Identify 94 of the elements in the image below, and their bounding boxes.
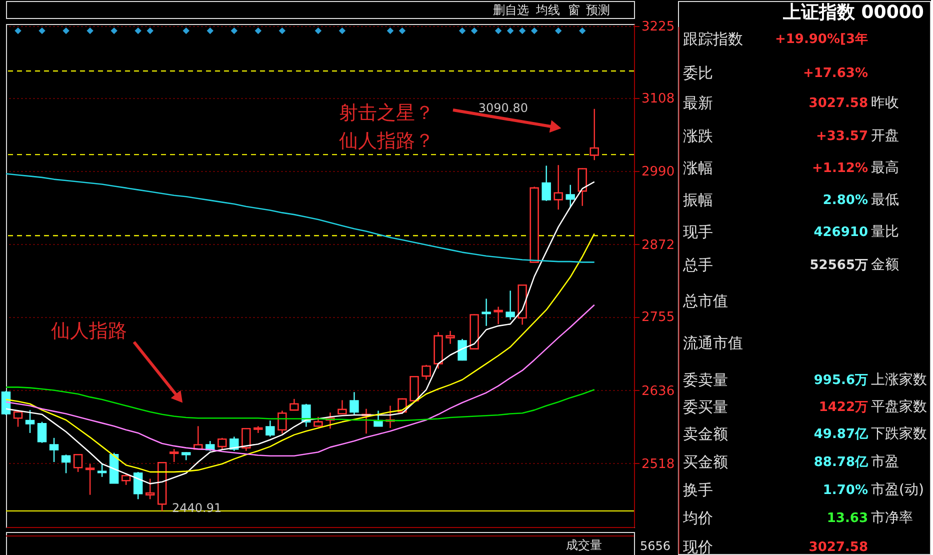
text: 量比 xyxy=(871,224,899,240)
candlestick xyxy=(374,410,383,427)
candlestick xyxy=(133,471,143,500)
text: 最新 xyxy=(683,94,713,112)
text: 均线 xyxy=(535,3,560,17)
text: 委卖量 xyxy=(683,371,728,389)
text: 最低 xyxy=(871,192,899,208)
text: 窗 xyxy=(568,3,580,17)
text: 成交量 xyxy=(566,538,602,552)
text: 1422万 xyxy=(818,400,868,415)
text: +19.90%[3年 xyxy=(774,32,868,47)
candlestick xyxy=(169,448,179,463)
text: 振幅 xyxy=(683,191,713,209)
candlestick xyxy=(422,364,431,380)
text: 市净率 xyxy=(871,510,913,526)
candlestick xyxy=(85,463,95,496)
text: 52565万 xyxy=(810,258,868,273)
candlestick xyxy=(590,108,599,161)
text: 买金额 xyxy=(683,453,728,471)
text: 均价 xyxy=(682,509,713,527)
candlestick xyxy=(37,421,47,444)
text: 涨跌 xyxy=(683,127,713,145)
candlestick xyxy=(314,416,323,428)
text: 2.80% xyxy=(822,193,868,208)
text: 金额 xyxy=(871,257,899,273)
text: 市盈(动) xyxy=(871,482,924,498)
candlestick xyxy=(121,472,131,486)
text: 13.63 xyxy=(826,511,868,526)
candlestick xyxy=(25,409,35,434)
candlestick xyxy=(97,463,107,478)
candlestick xyxy=(446,330,455,344)
annotation: 3090.80 xyxy=(478,101,528,115)
text: 换手 xyxy=(683,481,713,499)
annotation: 射击之星？仙人指路？ xyxy=(339,102,434,152)
candlestick xyxy=(338,400,347,414)
text: 88.78亿 xyxy=(814,455,869,470)
annotation: 仙人指路 xyxy=(51,320,127,342)
text: 最高 xyxy=(871,160,899,176)
candlestick xyxy=(350,392,359,416)
text: 1.70% xyxy=(822,483,868,498)
text: 上涨家数 xyxy=(871,372,927,388)
text: 委买量 xyxy=(683,398,728,416)
candlestick xyxy=(266,420,275,438)
text: 平盘家数 xyxy=(871,399,927,415)
y-tick-label: 3225 xyxy=(642,19,675,34)
candlestick xyxy=(578,168,587,206)
candlestick xyxy=(242,427,251,452)
candlestick xyxy=(506,290,515,320)
candlestick xyxy=(73,453,83,473)
text: 3027.58 xyxy=(808,540,868,555)
text: 流通市值 xyxy=(683,334,743,352)
candlestick xyxy=(482,298,491,327)
text: 5656 xyxy=(640,539,671,553)
text: 下跌家数 xyxy=(871,426,927,442)
text: 卖金额 xyxy=(683,425,728,443)
text: 现手 xyxy=(683,223,713,241)
text: 委比 xyxy=(683,64,713,82)
text: 预测 xyxy=(586,3,610,17)
line-series xyxy=(5,304,596,456)
text: 昨收 xyxy=(871,95,899,111)
text: +17.63% xyxy=(802,66,868,81)
text: 总手 xyxy=(682,256,713,274)
y-tick-label: 3108 xyxy=(642,92,675,107)
candlestick xyxy=(290,398,299,411)
candlestick xyxy=(49,437,59,463)
candlestick xyxy=(278,410,287,434)
y-tick-label: 2755 xyxy=(642,310,675,326)
text: 涨幅 xyxy=(683,159,713,177)
candlestick xyxy=(554,164,563,210)
text: +1.12% xyxy=(812,161,868,176)
candlestick xyxy=(61,454,71,474)
text: 总市值 xyxy=(682,292,728,310)
text: +33.57 xyxy=(816,129,868,144)
y-tick-label: 2872 xyxy=(642,238,675,253)
candlestick xyxy=(218,437,227,450)
text: 市盈 xyxy=(871,454,899,470)
line-series xyxy=(5,233,596,473)
text: 995.6万 xyxy=(814,373,868,388)
y-tick-label: 2636 xyxy=(642,384,675,399)
candlestick xyxy=(145,478,155,500)
text: 49.87亿 xyxy=(814,427,869,442)
text: 3027.58 xyxy=(808,96,868,111)
text: 开盘 xyxy=(871,128,899,144)
text: 删自选 xyxy=(493,3,529,17)
line-series xyxy=(5,173,596,263)
y-tick-label: 2990 xyxy=(642,164,675,180)
text: 跟踪指数 xyxy=(683,30,743,48)
text: 上证指数 00000 xyxy=(782,2,924,23)
candlestick xyxy=(494,306,503,325)
y-tick-label: 2518 xyxy=(642,456,675,472)
text: 现价 xyxy=(683,538,713,555)
candlestick xyxy=(566,184,575,208)
candlestick xyxy=(542,165,551,202)
text: 426910 xyxy=(814,225,868,240)
